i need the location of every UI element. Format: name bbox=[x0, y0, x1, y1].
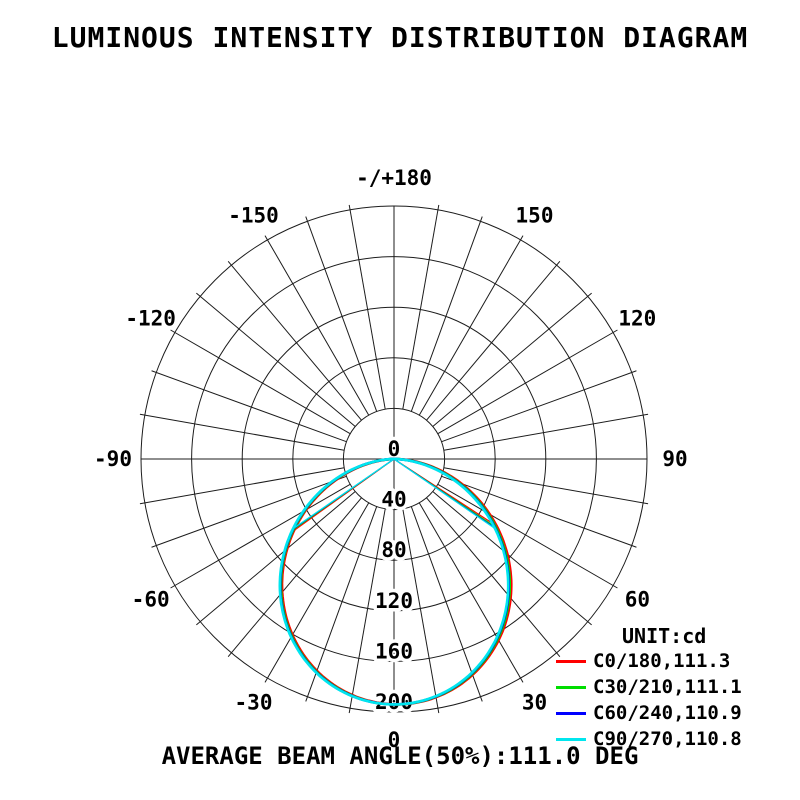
polar-grid-spoke bbox=[151, 475, 347, 548]
legend-swatch-c90-270 bbox=[556, 737, 586, 741]
angle-tick-label: -/+180 bbox=[356, 166, 432, 190]
polar-grid-spoke bbox=[196, 491, 356, 626]
average-beam-angle-text: AVERAGE BEAM ANGLE(50%):111.0 DEG bbox=[161, 742, 639, 770]
legend: UNIT:cd C0/180,111.3 C30/210,111.1 C60/2… bbox=[556, 624, 786, 752]
polar-grid-spoke bbox=[151, 370, 347, 443]
legend-unit-label: UNIT:cd bbox=[622, 624, 707, 648]
angle-tick-label: -120 bbox=[125, 307, 176, 331]
legend-label-c30-210: C30/210,111.1 bbox=[593, 676, 742, 698]
polar-grid-spoke bbox=[426, 497, 561, 657]
angle-tick-label: 150 bbox=[516, 204, 554, 228]
angle-tick-label: 60 bbox=[625, 588, 650, 612]
polar-grid-spoke bbox=[264, 235, 370, 416]
polar-grid-spoke bbox=[264, 502, 370, 683]
polar-grid-spoke bbox=[418, 235, 524, 416]
legend-label-c90-270: C90/270,110.8 bbox=[593, 728, 742, 750]
polar-grid-spoke bbox=[196, 292, 356, 427]
legend-label-c60-240: C60/240,110.9 bbox=[593, 702, 742, 724]
radial-tick-label: 40 bbox=[381, 488, 406, 512]
radial-tick-label: 160 bbox=[375, 639, 413, 663]
polar-grid-spoke bbox=[432, 292, 592, 427]
legend-item-c90-270: C90/270,110.8 bbox=[556, 726, 786, 752]
polar-grid-spoke bbox=[443, 467, 649, 505]
polar-grid-spoke bbox=[402, 508, 440, 714]
angle-tick-label: -30 bbox=[235, 690, 273, 714]
polar-grid-spoke bbox=[410, 216, 483, 412]
polar-grid-spoke bbox=[410, 506, 483, 702]
polar-grid-spoke bbox=[170, 329, 351, 435]
intensity-curve-C90-270 bbox=[278, 457, 510, 706]
beam-angle-line-C90-270 bbox=[393, 458, 496, 530]
legend-item-c0-180: C0/180,111.3 bbox=[556, 648, 786, 674]
angle-tick-label: -90 bbox=[94, 447, 132, 471]
beam-angle-line-C90-270 bbox=[292, 458, 395, 530]
polar-grid-spoke bbox=[139, 467, 345, 505]
legend-swatch-c30-210 bbox=[556, 685, 586, 689]
legend-swatch-c0-180 bbox=[556, 659, 586, 663]
page-title: LUMINOUS INTENSITY DISTRIBUTION DIAGRAM bbox=[51, 21, 749, 54]
polar-grid-spoke bbox=[432, 491, 592, 626]
polar-grid-spoke bbox=[139, 413, 345, 451]
polar-grid-spoke bbox=[418, 502, 524, 683]
angle-tick-label: 30 bbox=[522, 690, 547, 714]
angle-tick-label: -150 bbox=[228, 204, 279, 228]
polar-grid-spoke bbox=[348, 204, 386, 410]
angle-tick-label: -60 bbox=[132, 588, 170, 612]
polar-grid-spoke bbox=[227, 261, 362, 421]
angle-tick-label: 90 bbox=[662, 447, 687, 471]
radial-tick-label: 200 bbox=[375, 690, 413, 714]
polar-grid-spoke bbox=[441, 370, 637, 443]
legend-swatch-c60-240 bbox=[556, 711, 586, 715]
legend-label-c0-180: C0/180,111.3 bbox=[593, 650, 731, 672]
legend-item-c60-240: C60/240,110.9 bbox=[556, 700, 786, 726]
radial-tick-label: 80 bbox=[381, 538, 406, 562]
angle-tick-label: 120 bbox=[618, 307, 656, 331]
radial-tick-label: 120 bbox=[375, 589, 413, 613]
polar-grid-spoke bbox=[426, 261, 561, 421]
polar-grid-spoke bbox=[305, 216, 378, 412]
polar-grid-spoke bbox=[227, 497, 362, 657]
radial-tick-label: 0 bbox=[388, 437, 401, 461]
polar-grid-spoke bbox=[443, 413, 649, 451]
polar-grid-spoke bbox=[441, 475, 637, 548]
polar-grid-spoke bbox=[437, 483, 618, 589]
polar-grid-spoke bbox=[170, 483, 351, 589]
polar-grid-spoke bbox=[437, 329, 618, 435]
polar-grid-spoke bbox=[348, 508, 386, 714]
polar-grid-spoke bbox=[402, 204, 440, 410]
angle-tick-label: 0 bbox=[388, 728, 401, 752]
legend-item-c30-210: C30/210,111.1 bbox=[556, 674, 786, 700]
polar-grid-spoke bbox=[305, 506, 378, 702]
